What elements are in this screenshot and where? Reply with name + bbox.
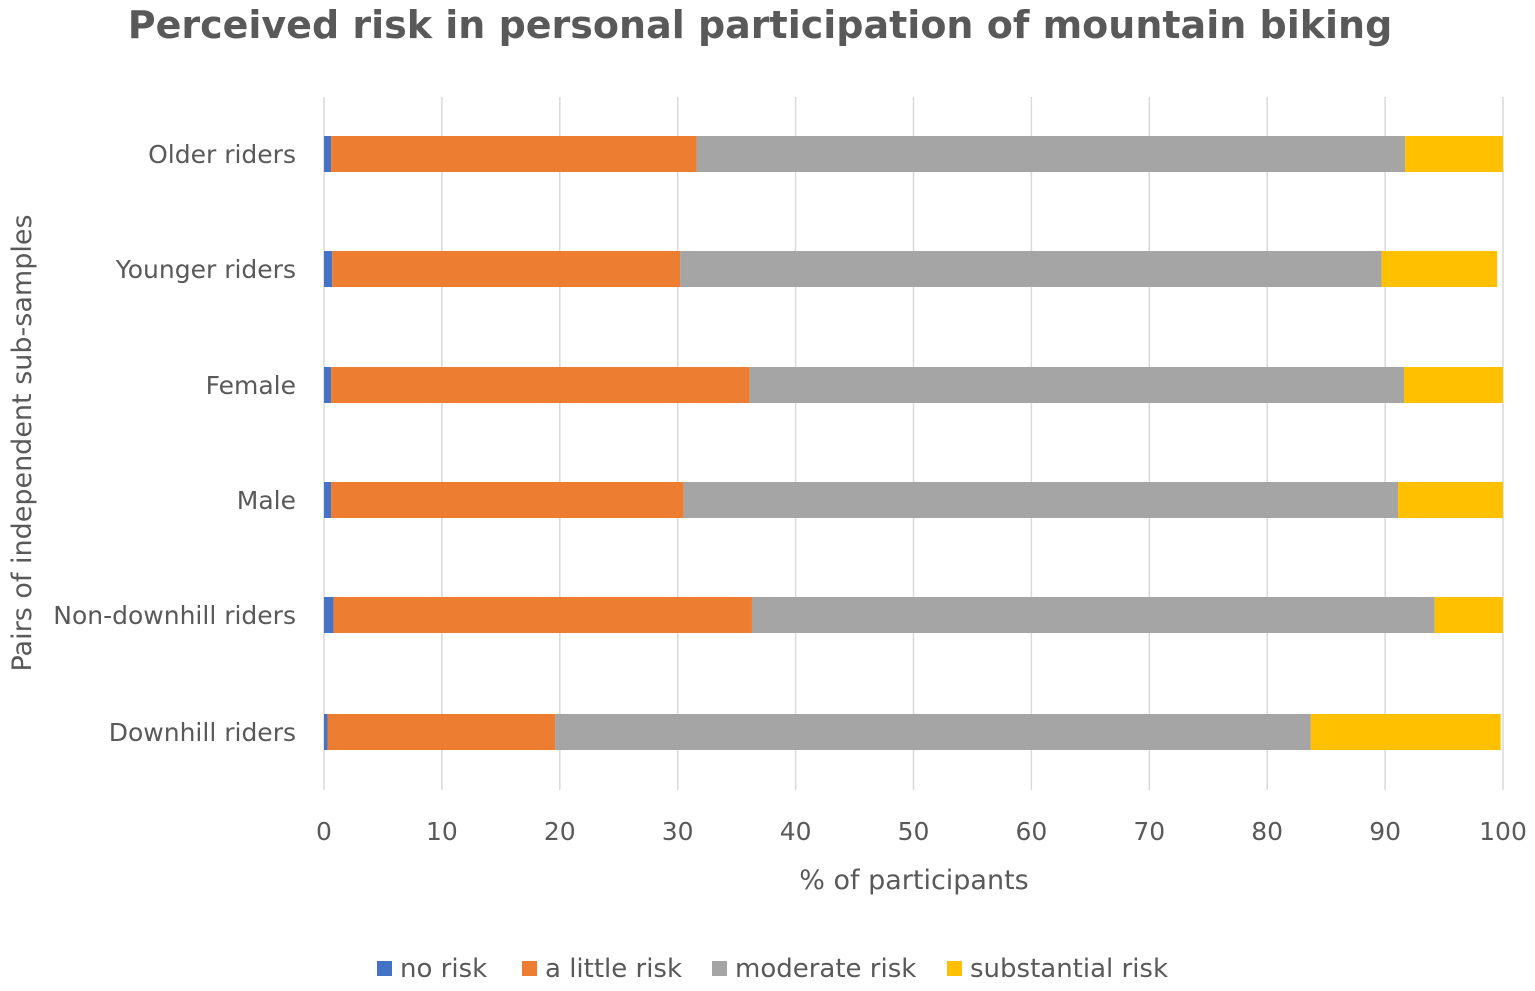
legend-label: substantial risk — [970, 954, 1168, 984]
bar-moderate-risk-downhill-riders — [555, 714, 1311, 750]
gridlines — [323, 97, 1504, 790]
legend-swatch-substantial-risk — [947, 961, 962, 976]
legend-label: no risk — [400, 954, 487, 984]
chart-title: Perceived risk in personal participation… — [128, 3, 1393, 47]
bar-moderate-risk-male — [683, 482, 1399, 518]
category-labels: Older riders Younger riders Female Male Non-… — [53, 140, 296, 747]
bar-moderate-risk-non-downhill-riders — [751, 597, 1435, 633]
category-label: Female — [206, 371, 296, 400]
bar-substantial-risk-male — [1398, 482, 1503, 518]
bar-substantial-risk-non-downhill-riders — [1434, 597, 1503, 633]
legend-swatch-no-risk — [377, 961, 392, 976]
y-axis-title: Pairs of independent sub-samples — [7, 214, 38, 671]
bar-moderate-risk-younger-riders — [680, 251, 1382, 287]
x-tick-label: 30 — [662, 817, 694, 846]
x-tick-labels: 0 10 20 30 40 50 60 70 80 90 100 — [316, 817, 1527, 846]
bar-moderate-risk-older-riders — [696, 136, 1406, 172]
legend-swatch-a-little-risk — [522, 961, 537, 976]
category-label: Male — [237, 486, 296, 515]
bar-substantial-risk-younger-riders — [1381, 251, 1498, 287]
x-tick-label: 10 — [426, 817, 458, 846]
bar-no-risk-non-downhill-riders — [324, 597, 334, 633]
legend-swatch-moderate-risk — [712, 961, 727, 976]
x-tick-label: 40 — [780, 817, 812, 846]
x-tick-label: 90 — [1369, 817, 1401, 846]
bar-a-little-risk-younger-riders — [332, 251, 681, 287]
bar-no-risk-female — [324, 367, 332, 403]
bar-a-little-risk-female — [331, 367, 750, 403]
legend: no risk a little risk moderate risk substan… — [377, 954, 1168, 984]
bar-moderate-risk-female — [749, 367, 1404, 403]
category-label: Non-downhill riders — [53, 601, 296, 630]
bar-a-little-risk-male — [331, 482, 684, 518]
x-axis-title: % of participants — [799, 865, 1029, 896]
x-tick-label: 100 — [1479, 817, 1527, 846]
x-tick-label: 60 — [1015, 817, 1047, 846]
bar-a-little-risk-non-downhill-riders — [333, 597, 752, 633]
legend-label: a little risk — [545, 954, 682, 984]
bar-no-risk-older-riders — [324, 136, 332, 172]
x-tick-label: 80 — [1251, 817, 1283, 846]
bars — [324, 136, 1503, 750]
bar-substantial-risk-older-riders — [1405, 136, 1503, 172]
x-tick-label: 20 — [544, 817, 576, 846]
legend-label: moderate risk — [735, 954, 916, 984]
x-tick-label: 50 — [898, 817, 930, 846]
x-tick-label: 70 — [1133, 817, 1165, 846]
bar-no-risk-younger-riders — [324, 251, 333, 287]
bar-substantial-risk-female — [1403, 367, 1503, 403]
category-label: Downhill riders — [109, 718, 296, 747]
bar-substantial-risk-downhill-riders — [1310, 714, 1501, 750]
bar-no-risk-male — [324, 482, 332, 518]
bar-no-risk-downhill-riders — [324, 714, 328, 750]
x-tick-label: 0 — [316, 817, 332, 846]
bar-a-little-risk-downhill-riders — [327, 714, 556, 750]
bar-a-little-risk-older-riders — [331, 136, 697, 172]
category-label: Older riders — [148, 140, 296, 169]
category-label: Younger riders — [115, 255, 296, 284]
